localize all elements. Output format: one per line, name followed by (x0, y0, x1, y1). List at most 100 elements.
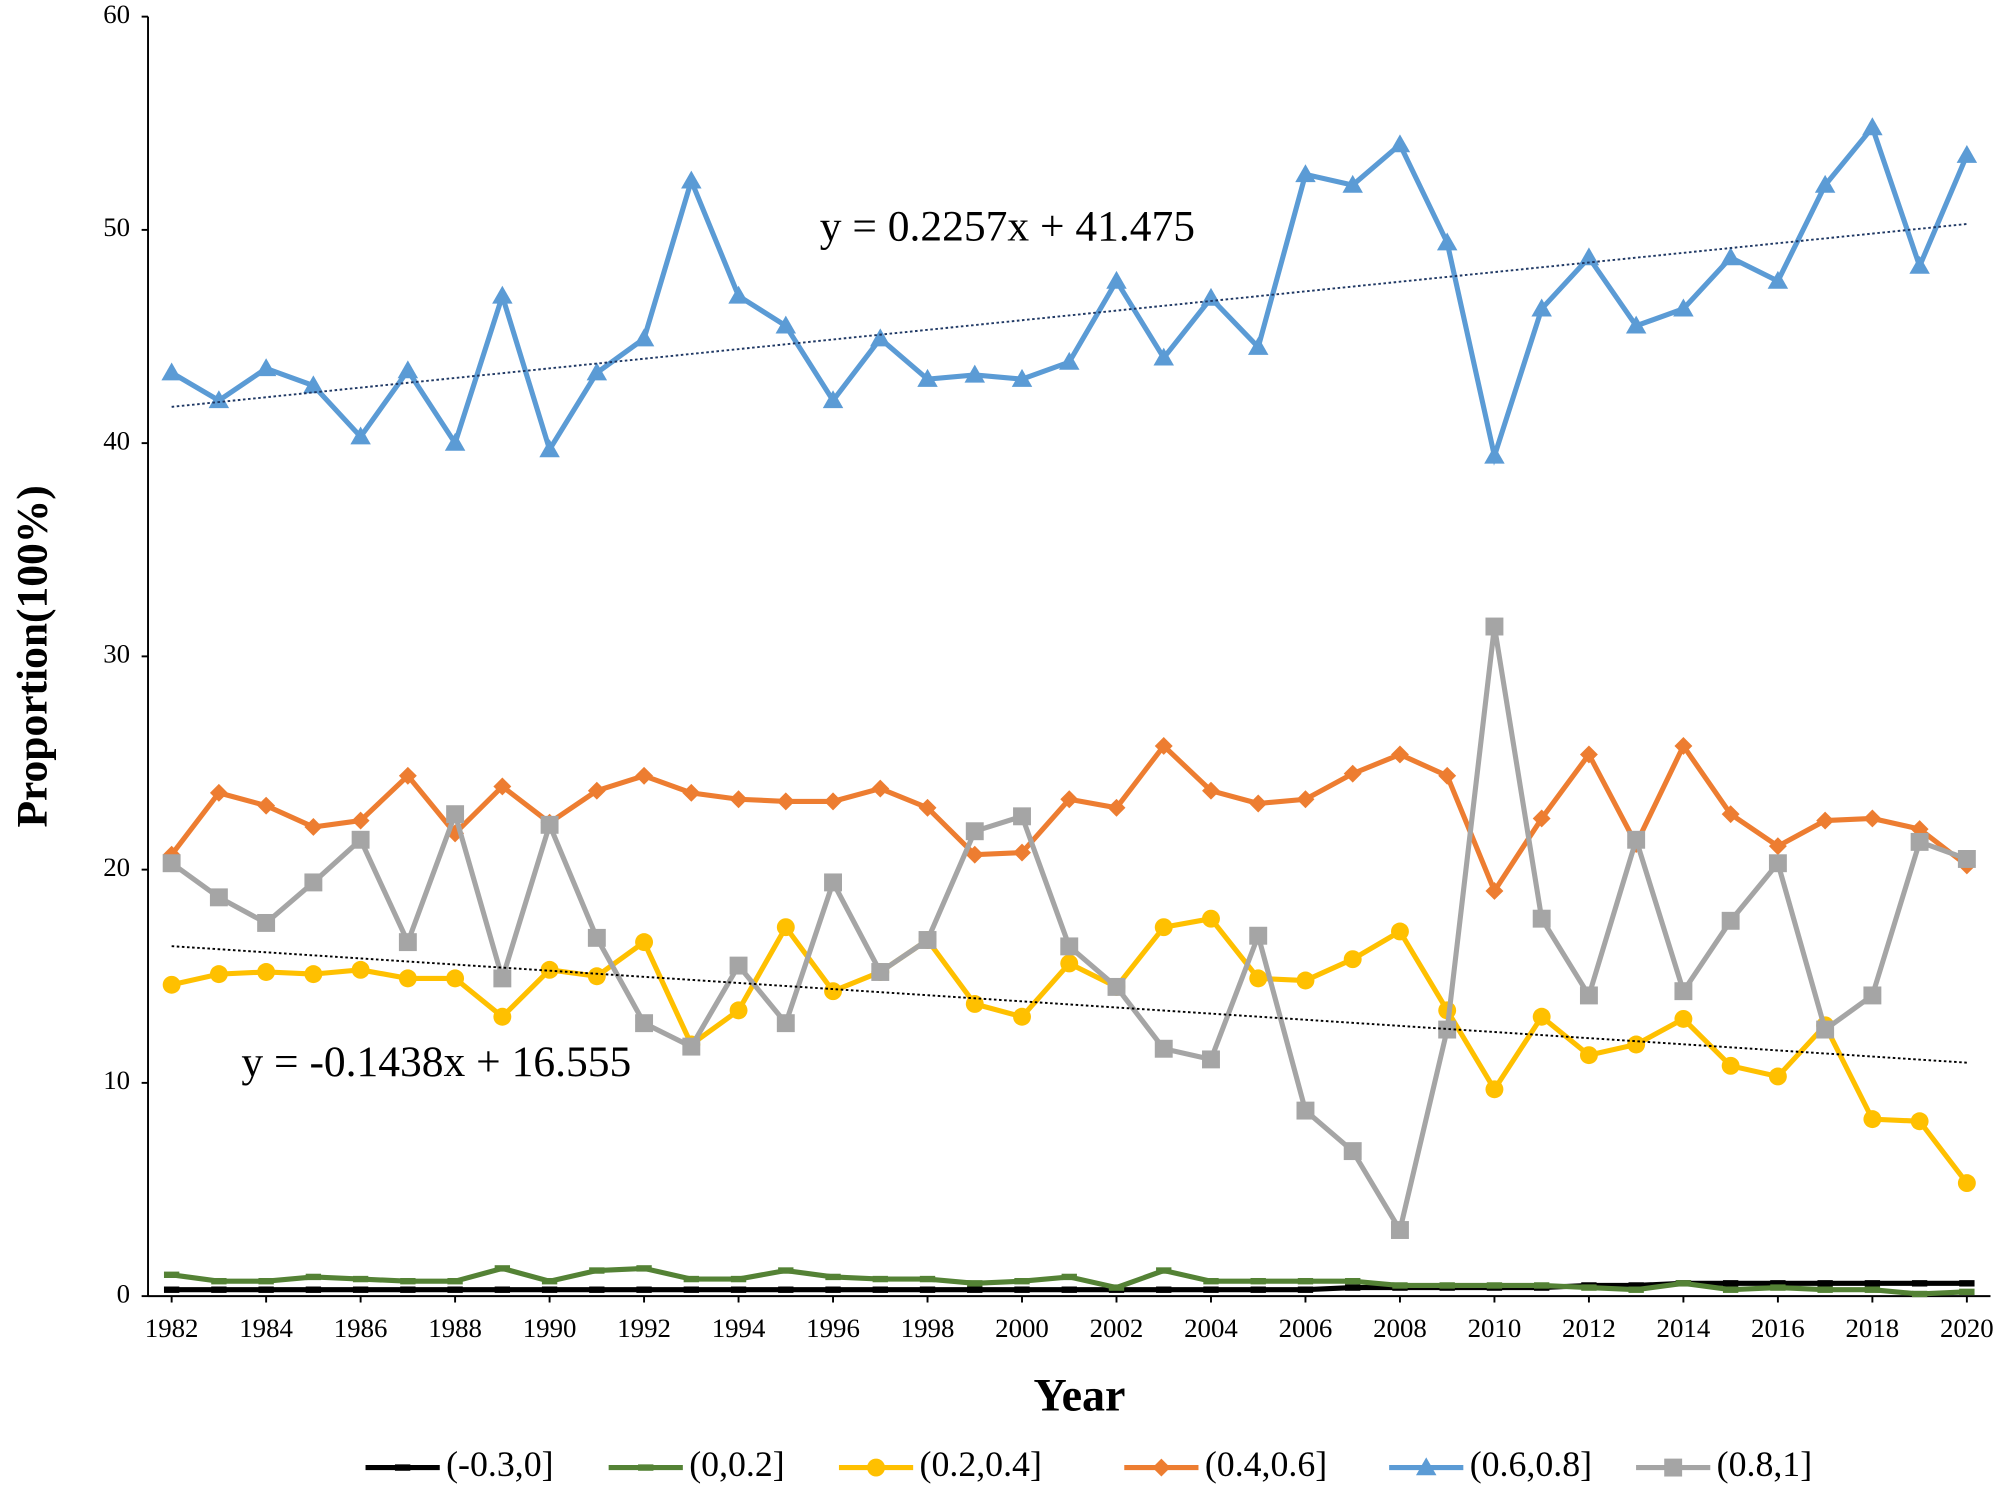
y-tick-label: 20 (103, 852, 130, 882)
data-point (776, 792, 795, 811)
data-point (825, 1273, 841, 1281)
data-point (1390, 745, 1409, 764)
data-point (208, 390, 230, 409)
data-point (871, 963, 890, 981)
data-point (350, 426, 371, 445)
x-tick-label: 2020 (1940, 1313, 1994, 1343)
data-point (1721, 1056, 1740, 1075)
data-point (1673, 298, 1694, 317)
data-point (682, 1037, 701, 1056)
y-tick-label: 50 (103, 212, 130, 242)
data-point (776, 918, 795, 937)
data-point (541, 1277, 558, 1285)
data-point (1061, 1273, 1077, 1281)
x-tick-label: 2008 (1373, 1313, 1427, 1343)
data-point (824, 873, 842, 892)
data-point (1342, 174, 1363, 193)
data-point (729, 956, 748, 975)
data-point (1107, 798, 1126, 817)
data-point (1156, 1267, 1172, 1274)
data-point (209, 965, 228, 984)
data-point (635, 766, 654, 785)
data-point (1013, 1007, 1031, 1026)
data-point (211, 1277, 227, 1285)
data-point (161, 362, 182, 381)
x-tick-label: 1994 (712, 1313, 766, 1343)
data-point (1295, 164, 1316, 183)
data-point (1863, 1110, 1882, 1129)
data-point (1814, 174, 1836, 193)
y-axis-title: Proportion(100%) (9, 485, 57, 827)
data-point (1579, 1046, 1598, 1065)
data-point (1862, 117, 1883, 136)
data-point (1628, 1282, 1644, 1289)
data-point (1959, 1288, 1975, 1296)
x-tick-label: 2002 (1090, 1313, 1144, 1343)
data-point (1768, 1067, 1787, 1086)
data-point (1722, 1280, 1739, 1287)
data-point (683, 1275, 699, 1283)
data-point (1389, 134, 1411, 153)
data-point (1390, 922, 1409, 941)
data-point (1249, 794, 1268, 813)
legend-label: (0.4,0.6] (1205, 1444, 1327, 1484)
data-point (1153, 347, 1174, 366)
data-point (1722, 1286, 1739, 1293)
data-point (776, 1014, 795, 1033)
legend-marker (1664, 1458, 1683, 1477)
data-point (1628, 1286, 1644, 1293)
x-tick-label: 1984 (239, 1313, 293, 1343)
data-point (352, 1286, 369, 1293)
data-point (1014, 1277, 1030, 1285)
data-point (870, 328, 891, 347)
data-point (1108, 1284, 1125, 1291)
data-point (1532, 1007, 1551, 1026)
data-point (1154, 918, 1173, 937)
x-tick-label: 2016 (1751, 1313, 1805, 1343)
data-point (635, 933, 654, 952)
x-tick-label: 2018 (1846, 1313, 1900, 1343)
data-point (729, 790, 748, 809)
data-point (1061, 1286, 1077, 1293)
data-point (1345, 1277, 1361, 1285)
data-point (1767, 270, 1789, 289)
data-point (398, 933, 417, 952)
data-point (681, 170, 702, 189)
data-point (1438, 1020, 1457, 1039)
data-point (1247, 336, 1269, 355)
x-tick-label: 1982 (145, 1313, 199, 1343)
data-point (1250, 1286, 1266, 1293)
data-point (493, 777, 512, 796)
data-point (446, 969, 465, 988)
trendline (171, 223, 1967, 408)
data-point (304, 873, 323, 892)
data-point (967, 1286, 983, 1293)
data-point (398, 969, 417, 988)
data-point (540, 960, 559, 979)
data-point (1202, 781, 1220, 800)
x-tick-label: 2010 (1468, 1313, 1522, 1343)
data-point (163, 1271, 180, 1278)
data-point (682, 783, 701, 802)
data-point (1674, 1009, 1693, 1028)
legend-label: (0.2,0.4] (920, 1444, 1042, 1484)
data-point (633, 328, 655, 347)
data-point (305, 1273, 322, 1281)
data-point (729, 1001, 748, 1020)
data-point (1296, 971, 1315, 990)
x-tick-label: 2000 (995, 1313, 1049, 1343)
data-point (1909, 255, 1930, 274)
series-line (169, 740, 1969, 897)
data-point (1106, 270, 1127, 289)
data-point (1392, 1282, 1408, 1289)
data-point (1345, 1284, 1361, 1291)
data-point (635, 1014, 654, 1033)
data-point (825, 1286, 841, 1293)
data-point (1297, 1277, 1314, 1285)
data-point (255, 358, 277, 377)
x-tick-label: 1998 (901, 1313, 955, 1343)
data-point (871, 779, 890, 798)
data-point (1578, 247, 1600, 266)
data-point (1485, 881, 1504, 900)
